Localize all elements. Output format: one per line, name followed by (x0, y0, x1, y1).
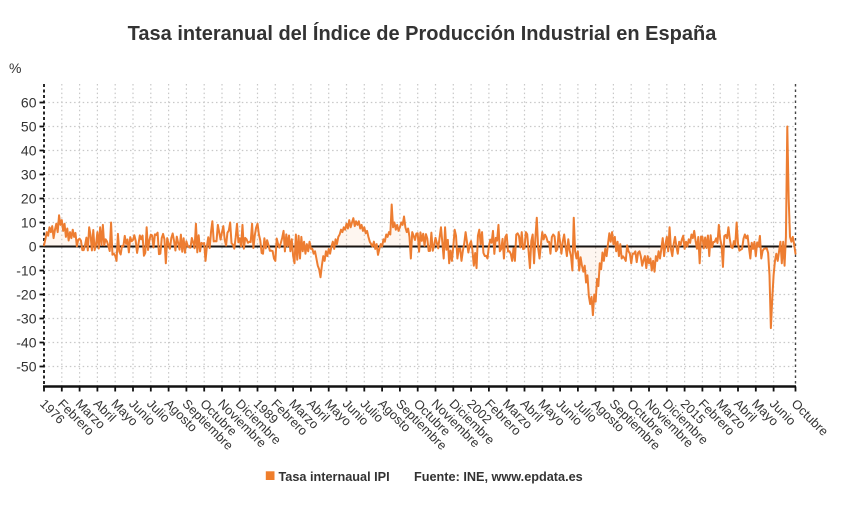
svg-text:Fuente: INE, www.epdata.es: Fuente: INE, www.epdata.es (414, 470, 583, 484)
svg-text:50: 50 (21, 118, 37, 134)
svg-text:30: 30 (21, 166, 37, 182)
svg-text:0: 0 (29, 238, 37, 254)
svg-text:Tasa internaual IPI: Tasa internaual IPI (279, 470, 390, 484)
svg-text:-40: -40 (16, 334, 36, 350)
svg-text:-10: -10 (16, 262, 36, 278)
svg-text:-20: -20 (16, 286, 36, 302)
svg-text:-50: -50 (16, 358, 36, 374)
svg-text:60: 60 (21, 94, 37, 110)
svg-text:%: % (9, 60, 21, 76)
svg-text:Tasa interanual del Índice de: Tasa interanual del Índice de Producción… (128, 22, 718, 45)
svg-text:-30: -30 (16, 310, 36, 326)
svg-text:40: 40 (21, 142, 37, 158)
svg-text:10: 10 (21, 214, 37, 230)
svg-text:20: 20 (21, 190, 37, 206)
